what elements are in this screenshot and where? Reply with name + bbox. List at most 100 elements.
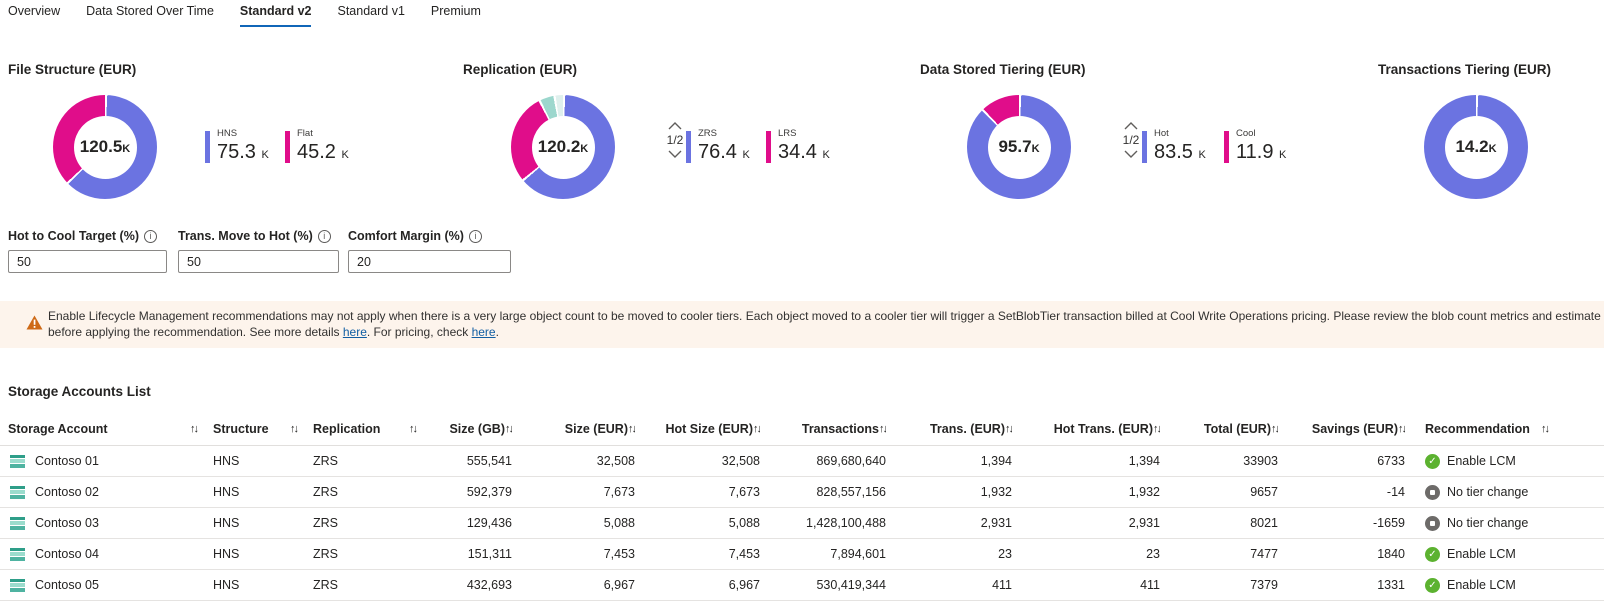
- chart-title-file-structure: File Structure (EUR): [8, 62, 137, 77]
- account-name: Contoso 02: [35, 485, 99, 499]
- hot-to-cool-target-input[interactable]: [8, 250, 167, 273]
- cell-trans-eur: 411: [992, 578, 1012, 592]
- cell-hot-trans-eur: 1,394: [1128, 454, 1160, 468]
- table-row[interactable]: Contoso 04 HNS ZRS 151,311 7,453 7,453 7…: [0, 539, 1604, 570]
- legend-item-zrs[interactable]: ZRS 76.4 K: [686, 128, 750, 170]
- cell-transactions: 828,557,156: [816, 485, 886, 499]
- chevron-up-icon[interactable]: [668, 122, 682, 130]
- sort-icon[interactable]: ↑↓: [1153, 423, 1160, 435]
- cell-hot-trans-eur: 1,932: [1128, 485, 1160, 499]
- donut-center: 95.7K: [987, 115, 1051, 179]
- donut-center: 14.2K: [1444, 115, 1508, 179]
- cell-hot-trans-eur: 411: [1140, 578, 1160, 592]
- legend-label: ZRS: [698, 128, 717, 139]
- recommendation-label: Enable LCM: [1447, 454, 1516, 468]
- donut-center: 120.5K: [73, 115, 137, 179]
- chevron-down-icon[interactable]: [668, 150, 682, 158]
- cell-transactions: 1,428,100,488: [806, 516, 886, 530]
- tab-standard-v1[interactable]: Standard v1: [337, 4, 405, 18]
- account-name: Contoso 03: [35, 516, 99, 530]
- donut-chart-transactions-tiering[interactable]: 14.2K: [1424, 95, 1528, 199]
- lcm-warning-banner: Enable Lifecycle Management recommendati…: [0, 301, 1604, 348]
- param-trans-move-to-hot: Trans. Move to Hot (%) i: [178, 229, 339, 273]
- recommendation-status-icon: [1425, 453, 1440, 469]
- chevron-up-icon[interactable]: [1124, 122, 1138, 130]
- pricing-link[interactable]: here: [471, 325, 496, 339]
- legend-pager: 1/2: [662, 122, 688, 158]
- column-header-structure[interactable]: Structure ↑↓: [213, 422, 299, 436]
- column-header-size-eur[interactable]: Size (EUR) ↑↓: [564, 422, 635, 436]
- trans-move-to-hot-input[interactable]: [178, 250, 339, 273]
- sort-icon[interactable]: ↑↓: [1005, 423, 1012, 435]
- cell-savings-eur: -14: [1386, 485, 1405, 499]
- column-header-transactions[interactable]: Transactions ↑↓: [801, 422, 886, 436]
- sort-icon[interactable]: ↑↓: [1398, 423, 1405, 435]
- sort-icon[interactable]: ↑↓: [753, 423, 760, 435]
- sort-icon[interactable]: ↑↓: [290, 423, 299, 435]
- column-header-trans-eur[interactable]: Trans. (EUR) ↑↓: [929, 422, 1012, 436]
- info-icon[interactable]: i: [144, 229, 157, 243]
- column-header-replication[interactable]: Replication ↑↓: [313, 422, 418, 436]
- info-icon[interactable]: i: [317, 229, 331, 243]
- cell-transactions: 7,894,601: [830, 547, 886, 561]
- cell-transactions: 869,680,640: [816, 454, 886, 468]
- column-header-savings-eur[interactable]: Savings (EUR) ↑↓: [1311, 422, 1405, 436]
- legend-item-hot[interactable]: Hot 83.5 K: [1142, 128, 1206, 170]
- info-icon[interactable]: i: [468, 229, 482, 243]
- param-hot-to-cool-target: Hot to Cool Target (%) i: [8, 229, 167, 273]
- legend-item-lrs[interactable]: LRS 34.4 K: [766, 128, 830, 170]
- chart-title-replication: Replication (EUR): [463, 62, 578, 77]
- cell-size-eur: 5,088: [603, 516, 635, 530]
- details-link[interactable]: here: [342, 325, 367, 339]
- storage-account-icon: [10, 485, 25, 499]
- donut-chart-data-stored-tiering[interactable]: 95.7K: [967, 95, 1071, 199]
- column-header-hot-trans-eur[interactable]: Hot Trans. (EUR) ↑↓: [1053, 422, 1160, 436]
- recommendation-label: Enable LCM: [1447, 547, 1516, 561]
- cell-savings-eur: 1840: [1377, 547, 1405, 561]
- table-row[interactable]: Contoso 02 HNS ZRS 592,379 7,673 7,673 8…: [0, 477, 1604, 508]
- table-row[interactable]: Contoso 03 HNS ZRS 129,436 5,088 5,088 1…: [0, 508, 1604, 539]
- recommendation-status-icon: [1425, 515, 1440, 531]
- legend-swatch: [205, 131, 210, 163]
- sort-icon[interactable]: ↑↓: [1271, 423, 1278, 435]
- tab-premium[interactable]: Premium: [430, 4, 481, 18]
- chevron-down-icon[interactable]: [1124, 150, 1138, 158]
- sort-icon[interactable]: ↑↓: [505, 423, 512, 435]
- cell-trans-eur: 1,394: [980, 454, 1012, 468]
- cell-replication: ZRS: [313, 454, 338, 468]
- column-header-hot-size-eur[interactable]: Hot Size (EUR) ↑↓: [665, 422, 761, 436]
- sort-icon[interactable]: ↑↓: [190, 423, 199, 435]
- column-header-total-eur[interactable]: Total (EUR) ↑↓: [1203, 422, 1278, 436]
- legend-item-flat[interactable]: Flat 45.2 K: [285, 128, 349, 170]
- legend-item-hns[interactable]: HNS 75.3 K: [205, 128, 269, 170]
- legend-label: LRS: [778, 128, 797, 139]
- tab-standard-v2[interactable]: Standard v2: [239, 4, 312, 27]
- donut-chart-file-structure[interactable]: 120.5K: [53, 95, 157, 199]
- column-header-size-gb[interactable]: Size (GB) ↑↓: [449, 422, 512, 436]
- tab-data-stored-over-time[interactable]: Data Stored Over Time: [86, 4, 214, 18]
- legend-label: Hot: [1154, 128, 1169, 139]
- legend-swatch: [1224, 131, 1229, 163]
- sort-icon[interactable]: ↑↓: [1541, 423, 1550, 435]
- cell-replication: ZRS: [313, 516, 338, 530]
- cell-trans-eur: 23: [998, 547, 1012, 561]
- comfort-margin-input[interactable]: [348, 250, 511, 273]
- cell-total-eur: 8021: [1250, 516, 1278, 530]
- legend-item-cool[interactable]: Cool 11.9 K: [1224, 128, 1286, 170]
- cell-total-eur: 7379: [1250, 578, 1278, 592]
- donut-chart-replication[interactable]: 120.2K: [511, 95, 615, 199]
- warning-text: Enable Lifecycle Management recommendati…: [48, 309, 1604, 339]
- tab-overview[interactable]: Overview: [8, 4, 61, 18]
- column-header-recommendation[interactable]: Recommendation ↑↓: [1425, 422, 1550, 436]
- column-header-storage-account[interactable]: Storage Account ↑↓: [8, 422, 199, 436]
- storage-account-icon: [10, 454, 25, 468]
- cell-size-gb: 129,436: [466, 516, 512, 530]
- table-row[interactable]: Contoso 01 HNS ZRS 555,541 32,508 32,508…: [0, 446, 1604, 477]
- table-row[interactable]: Contoso 05 HNS ZRS 432,693 6,967 6,967 5…: [0, 570, 1604, 601]
- sort-icon[interactable]: ↑↓: [879, 423, 886, 435]
- legend-label: Flat: [297, 128, 313, 139]
- recommendation-label: No tier change: [1447, 516, 1529, 530]
- sort-icon[interactable]: ↑↓: [628, 423, 635, 435]
- cell-total-eur: 9657: [1250, 485, 1278, 499]
- sort-icon[interactable]: ↑↓: [409, 423, 418, 435]
